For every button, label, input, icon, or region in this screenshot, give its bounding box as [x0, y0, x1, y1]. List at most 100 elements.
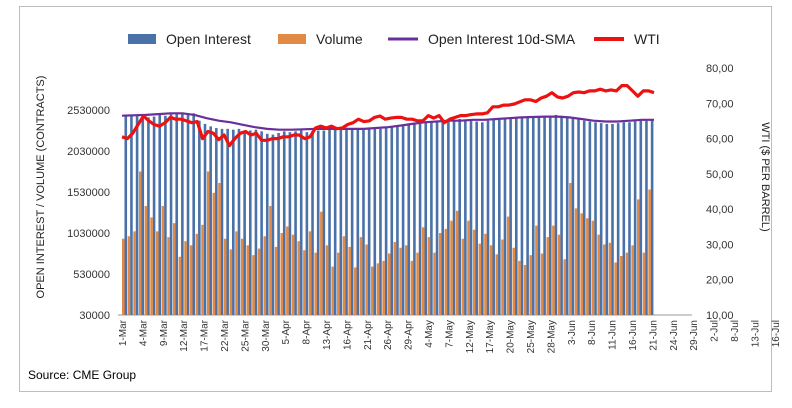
- x-tick-label: 16-Jun: [628, 320, 639, 351]
- open-interest-bar: [435, 120, 439, 315]
- x-tick-label: 5-Apr: [281, 319, 292, 344]
- volume-bar: [529, 255, 533, 315]
- volume-bar: [229, 249, 233, 315]
- x-tick-label: 8-Jul: [730, 320, 741, 342]
- open-interest-bar: [147, 117, 150, 315]
- open-interest-sma-line: [121, 112, 654, 131]
- axes: 2530000 2030000 1530000 1030000 530000 30000 8…: [35, 63, 782, 353]
- open-interest-bar: [373, 128, 377, 315]
- open-interest-bar: [243, 130, 246, 315]
- open-interest-bar: [141, 116, 145, 315]
- volume-bar: [388, 253, 391, 315]
- volume-bar: [489, 245, 493, 315]
- volume-bar: [212, 192, 216, 315]
- volume-bar: [642, 252, 646, 315]
- open-interest-bar: [390, 126, 394, 316]
- volume-bar: [416, 252, 419, 315]
- open-interest-bar: [299, 130, 303, 315]
- open-interest-bar: [520, 117, 524, 315]
- volume-bar: [580, 213, 584, 315]
- left-tick-label: 2530000: [67, 105, 110, 117]
- volume-bar: [167, 237, 170, 315]
- open-interest-bar: [379, 128, 382, 315]
- open-interest-bar: [288, 132, 292, 315]
- volume-bar: [552, 225, 555, 315]
- volume-bar: [274, 246, 278, 315]
- open-interest-bar: [362, 128, 365, 315]
- volume-bar: [263, 236, 267, 315]
- open-interest-bar: [605, 123, 609, 315]
- x-tick-label: 16-Apr: [342, 319, 353, 350]
- volume-bar: [138, 171, 142, 315]
- volume-bar: [450, 220, 453, 315]
- open-interest-bar: [571, 117, 575, 315]
- volume-bar: [365, 244, 368, 315]
- x-tick-label: 9-Mar: [159, 319, 170, 346]
- open-interest-bar: [526, 117, 529, 315]
- volume-bar: [444, 228, 448, 315]
- volume-bar: [155, 231, 159, 315]
- volume-bar: [280, 233, 284, 315]
- open-interest-bar: [277, 132, 280, 315]
- left-tick-label: 1030000: [67, 228, 110, 240]
- legend-swatch: [128, 34, 156, 44]
- volume-bar: [235, 231, 238, 315]
- volume-bar: [563, 259, 567, 315]
- volume-bars: [122, 171, 651, 315]
- open-interest-bar: [537, 116, 541, 315]
- volume-bar: [461, 238, 465, 315]
- volume-bar: [433, 252, 436, 315]
- open-interest-bar: [441, 119, 445, 315]
- volume-bar: [501, 239, 504, 315]
- legend: Open Interest Volume Open Interest 10d-SMA…: [128, 31, 660, 47]
- volume-bar: [478, 243, 482, 315]
- open-interest-bar: [203, 123, 207, 315]
- volume-bar: [597, 234, 601, 315]
- volume-bar: [359, 237, 363, 315]
- open-interest-bar: [452, 119, 456, 315]
- volume-bar: [637, 199, 640, 315]
- open-interest-bar: [413, 123, 416, 315]
- open-interest-bar: [396, 125, 399, 315]
- open-interest-bar: [271, 134, 275, 315]
- volume-bar: [348, 246, 351, 315]
- legend-label: Open Interest: [166, 31, 251, 47]
- volume-bar: [586, 218, 589, 315]
- open-interest-bar: [464, 119, 467, 315]
- open-interest-bar: [401, 124, 405, 315]
- volume-bar: [495, 254, 499, 315]
- volume-bar: [376, 263, 380, 315]
- volume-bar: [223, 238, 227, 315]
- volume-bar: [523, 264, 527, 315]
- x-tick-label: 11-Jun: [608, 320, 619, 350]
- volume-bar: [540, 253, 544, 315]
- open-interest-bar: [322, 130, 326, 315]
- volume-bar: [546, 237, 550, 315]
- volume-bar: [252, 255, 255, 315]
- x-tick-label: 13-Apr: [322, 319, 333, 350]
- open-interest-bar: [486, 120, 490, 315]
- volume-bar: [161, 205, 165, 315]
- volume-bar: [427, 237, 431, 315]
- right-tick-label: 70,00: [706, 98, 734, 110]
- open-interest-bar: [350, 129, 354, 315]
- open-interest-bar: [554, 114, 558, 315]
- open-interest-bar: [498, 119, 501, 316]
- volume-bar: [648, 189, 651, 315]
- x-tick-label: 1-Mar: [118, 319, 129, 346]
- x-tick-label: 22-Mar: [220, 319, 231, 351]
- open-interest-bar: [650, 119, 654, 315]
- open-interest-bar: [339, 128, 343, 315]
- volume-bar: [195, 233, 199, 315]
- volume-bar: [257, 248, 261, 315]
- volume-bar: [399, 247, 402, 315]
- volume-bar: [246, 245, 250, 315]
- volume-bar: [506, 216, 510, 315]
- wti-line: [121, 84, 655, 148]
- open-interest-bar: [305, 132, 309, 315]
- open-interest-bar: [215, 128, 218, 315]
- volume-bar: [342, 236, 346, 315]
- open-interest-bar: [198, 120, 201, 315]
- x-tick-label: 25-May: [526, 320, 537, 353]
- volume-bar: [178, 256, 182, 315]
